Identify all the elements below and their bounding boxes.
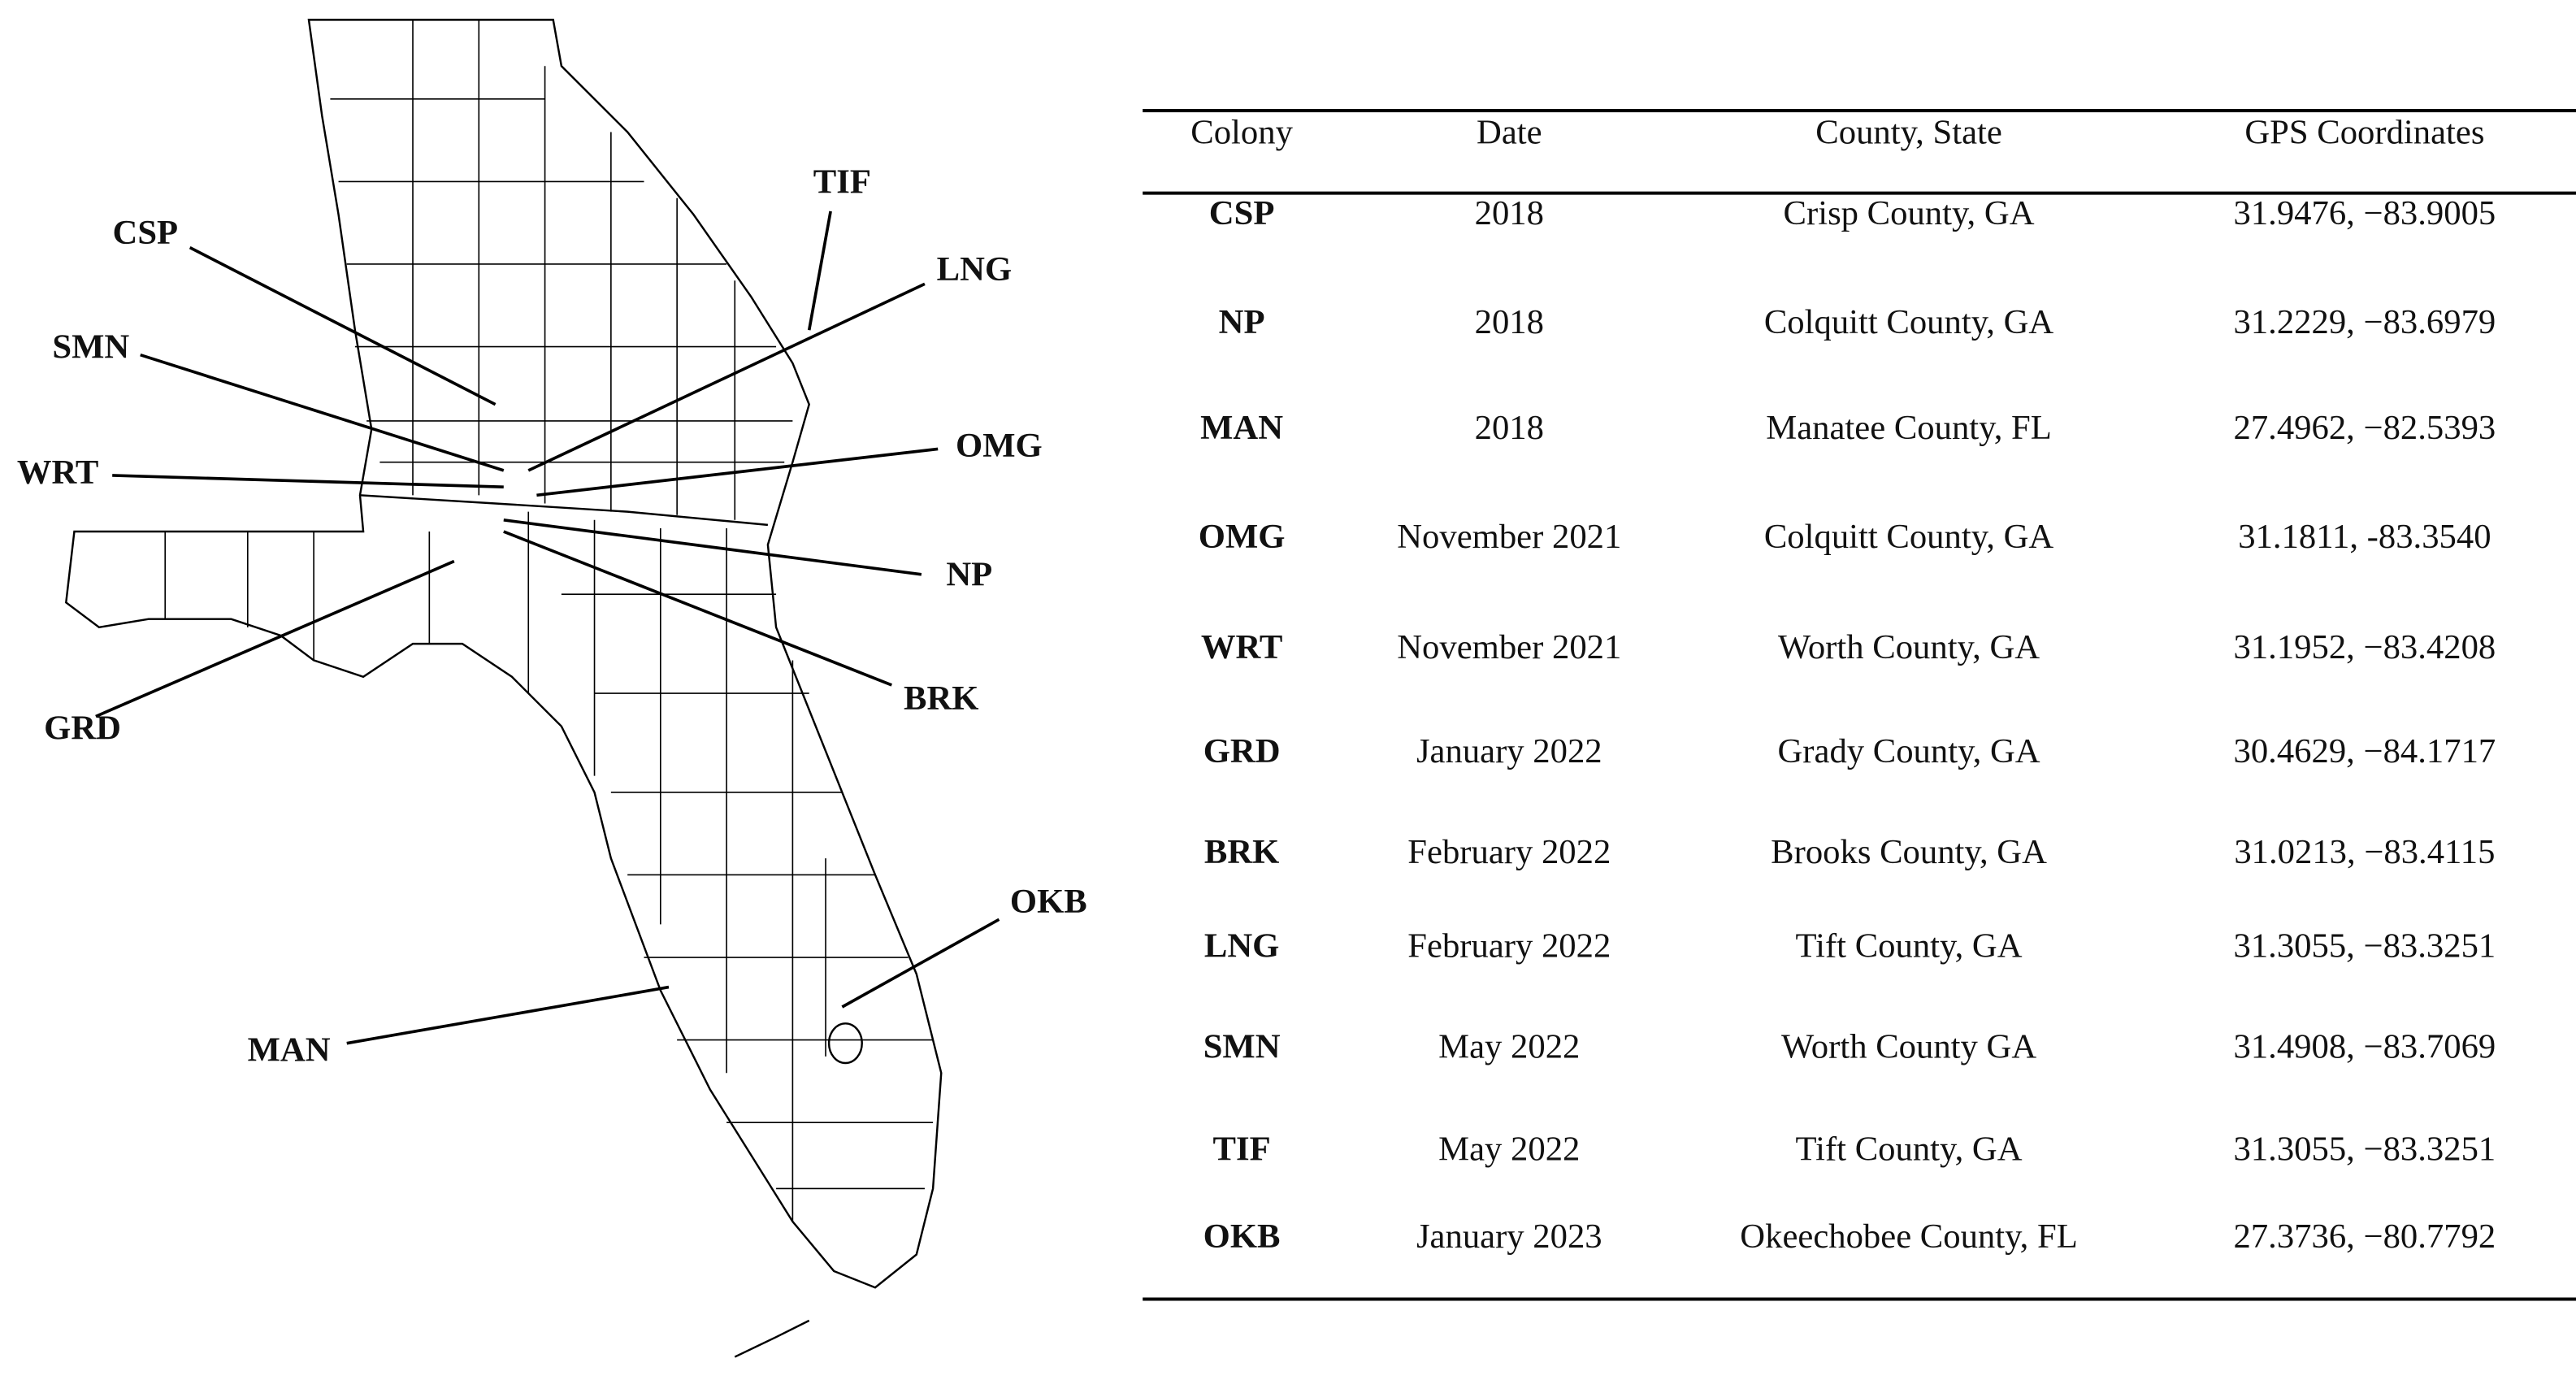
table-cell: Tift County, GA <box>1796 927 2023 966</box>
table-cell: NP <box>1219 303 1265 341</box>
colony-label: CSP <box>113 214 179 252</box>
table-cell: February 2022 <box>1407 927 1611 966</box>
colony-label: BRK <box>904 679 978 718</box>
header-cell: County, State <box>1815 113 2002 151</box>
leader-line <box>503 518 922 576</box>
colony-label: SMN <box>52 328 129 366</box>
table-cell: Colquitt County, GA <box>1764 518 2054 556</box>
map-labels: TIF CSP LNG SMN OMG WRT NP GRD BRK OKB MAN <box>17 163 1087 1069</box>
leader-line <box>841 918 1000 1009</box>
table-cell: February 2022 <box>1407 833 1611 871</box>
leader-line <box>140 353 505 472</box>
header-cell: Colony <box>1190 113 1293 151</box>
leader-line <box>527 282 926 472</box>
table-cell: Brooks County, GA <box>1771 833 2047 871</box>
table-cell: OMG <box>1199 518 1286 556</box>
colony-label: TIF <box>813 163 871 201</box>
table-cell: Tift County, GA <box>1796 1130 2023 1169</box>
table-cell: 2018 <box>1475 303 1544 341</box>
leader-line <box>95 559 455 718</box>
table-cell: 2018 <box>1475 409 1544 447</box>
table-cell: SMN <box>1203 1028 1281 1066</box>
table-cell: Grady County, GA <box>1777 732 2040 770</box>
table-cell: 31.3055, −83.3251 <box>2234 1130 2496 1169</box>
table-cell: January 2023 <box>1416 1217 1602 1256</box>
table-cell: 27.3736, −80.7792 <box>2234 1217 2496 1256</box>
table-cell: BRK <box>1204 833 1279 871</box>
table-cell: 31.0213, −83.4115 <box>2234 833 2495 871</box>
lake <box>827 1022 863 1065</box>
table-cell: Worth County GA <box>1781 1028 2036 1066</box>
table-cell: 31.9476, −83.9005 <box>2234 194 2496 232</box>
table-cell: Manatee County, FL <box>1766 409 2052 447</box>
table-cell: January 2022 <box>1416 732 1602 770</box>
table-cell: Worth County, GA <box>1778 628 2040 666</box>
table-cell: Crisp County, GA <box>1784 194 2035 232</box>
colony-label: OMG <box>956 427 1043 465</box>
table-cell: May 2022 <box>1438 1130 1580 1169</box>
colony-label: WRT <box>17 453 98 492</box>
leader-line <box>807 210 832 331</box>
table-cell: Okeechobee County, FL <box>1740 1217 2078 1256</box>
table-cell: MAN <box>1200 409 1283 447</box>
table-cell: GRD <box>1203 732 1281 770</box>
table-cell: LNG <box>1204 927 1279 966</box>
leader-line <box>346 985 670 1045</box>
table-cell: TIF <box>1213 1130 1271 1169</box>
map <box>64 19 943 1358</box>
colony-label: OKB <box>1010 883 1087 921</box>
header-cell: Date <box>1477 113 1542 151</box>
leader-line <box>503 530 892 687</box>
leader-line <box>189 246 497 406</box>
state-border <box>359 494 769 527</box>
table-cell: May 2022 <box>1438 1028 1580 1066</box>
table-cell: CSP <box>1209 194 1275 232</box>
colony-label: LNG <box>937 250 1012 289</box>
table-cell: 27.4962, −82.5393 <box>2234 409 2496 447</box>
leader-line <box>112 474 504 489</box>
table-cell: 2018 <box>1475 194 1544 232</box>
table-cell: 31.4908, −83.7069 <box>2234 1028 2496 1066</box>
county-lines <box>164 20 934 1222</box>
colony-label: NP <box>946 556 992 594</box>
table-cell: 31.1952, −83.4208 <box>2234 628 2496 666</box>
header-cell: GPS Coordinates <box>2244 113 2484 151</box>
table-cell: 30.4629, −84.1717 <box>2234 732 2496 770</box>
table-cell: Colquitt County, GA <box>1764 303 2054 341</box>
table: Colony Date County, State GPS Coordinates CS… <box>1143 109 2576 1301</box>
table-cell: 31.3055, −83.3251 <box>2234 927 2496 966</box>
colony-label: GRD <box>44 710 121 748</box>
leader-line <box>536 447 939 497</box>
table-cell: November 2021 <box>1397 518 1621 556</box>
table-cell: 31.2229, −83.6979 <box>2234 303 2496 341</box>
keys <box>734 1319 810 1358</box>
table-cell: WRT <box>1201 628 1282 666</box>
table-cell: OKB <box>1203 1217 1281 1256</box>
table-cell: November 2021 <box>1397 628 1621 666</box>
table-cell: 31.1811, -83.3540 <box>2238 518 2491 556</box>
colony-label: MAN <box>248 1031 331 1070</box>
